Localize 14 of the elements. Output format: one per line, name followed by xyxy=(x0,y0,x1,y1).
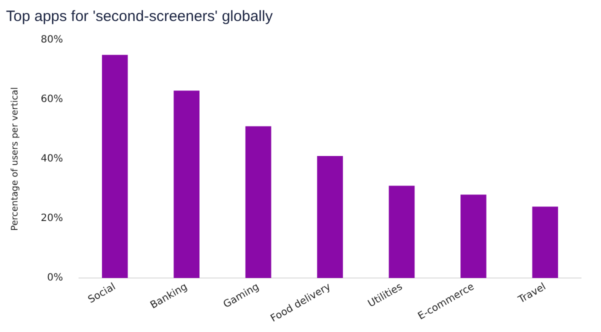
bar xyxy=(317,156,343,278)
y-tick-label: 0% xyxy=(47,272,64,284)
bar xyxy=(245,126,272,278)
y-tick-label: 20% xyxy=(40,213,64,224)
y-tick-label: 60% xyxy=(40,94,64,106)
y-axis-title: Percentage of users per vertical xyxy=(10,87,21,231)
y-tick-label: 80% xyxy=(40,34,64,46)
bar xyxy=(460,194,486,278)
chart-title: Top apps for 'second-screeners' globally xyxy=(6,8,274,26)
bar xyxy=(102,54,128,278)
bar xyxy=(532,206,558,278)
bar xyxy=(174,90,200,278)
y-tick-label: 40% xyxy=(40,154,64,165)
bar xyxy=(388,186,415,278)
